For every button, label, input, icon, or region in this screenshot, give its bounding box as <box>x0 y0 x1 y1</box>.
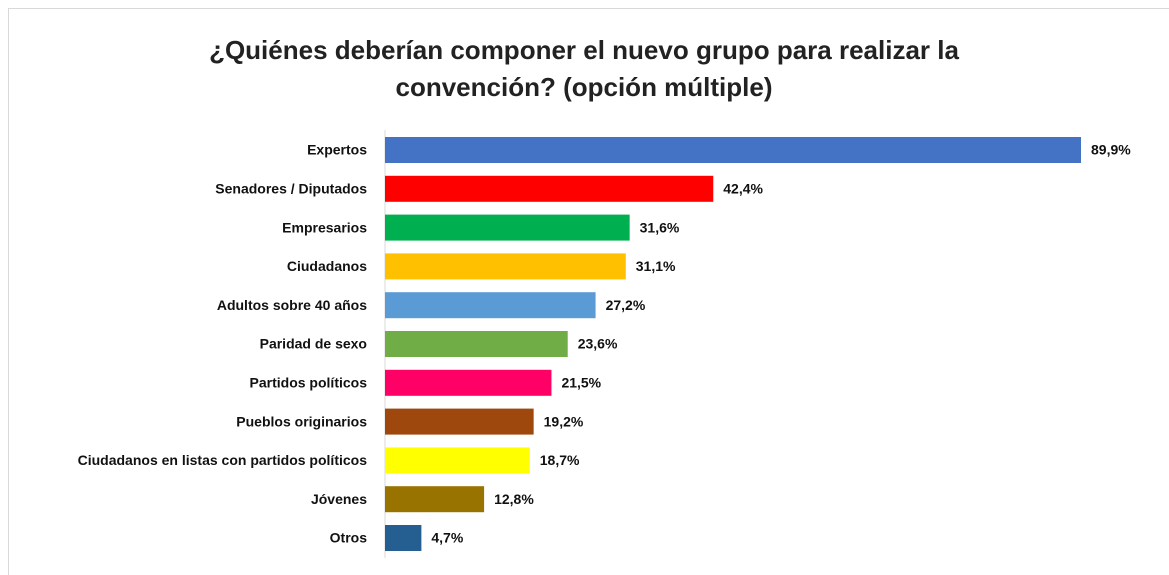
y-tick-label: Empresarios <box>282 219 367 235</box>
value-label: 4,7% <box>431 530 463 546</box>
bar <box>385 369 552 396</box>
value-label: 23,6% <box>578 336 618 352</box>
chart-frame <box>8 8 1169 575</box>
bar <box>385 214 630 241</box>
value-label: 12,8% <box>494 491 534 507</box>
bar <box>385 253 626 280</box>
value-label: 31,1% <box>636 258 676 274</box>
y-tick-label: Jóvenes <box>311 491 367 507</box>
bar <box>385 292 596 319</box>
bar <box>385 447 530 474</box>
y-tick-label: Paridad de sexo <box>260 336 367 352</box>
y-tick-label: Adultos sobre 40 años <box>217 297 367 313</box>
value-label: 31,6% <box>640 219 680 235</box>
chart-title: ¿Quiénes deberían componer el nuevo grup… <box>209 35 959 102</box>
y-tick-label: Expertos <box>307 142 367 158</box>
bar <box>385 525 422 551</box>
value-label: 19,2% <box>544 413 584 429</box>
bar <box>385 331 568 357</box>
value-label: 89,9% <box>1091 142 1131 158</box>
y-tick-label: Ciudadanos en listas con partidos políti… <box>78 452 368 468</box>
bar <box>385 408 534 435</box>
value-label: 21,5% <box>561 375 601 391</box>
value-label: 18,7% <box>540 452 580 468</box>
value-label: 42,4% <box>723 181 763 197</box>
y-tick-label: Partidos políticos <box>250 375 368 391</box>
y-tick-label: Otros <box>330 530 368 546</box>
bar <box>385 137 1082 163</box>
bar <box>385 486 485 513</box>
y-tick-label: Ciudadanos <box>287 258 367 274</box>
value-label: 27,2% <box>606 297 646 313</box>
y-tick-label: Pueblos originarios <box>236 413 367 429</box>
y-tick-label: Senadores / Diputados <box>215 181 367 197</box>
bar <box>385 175 714 202</box>
